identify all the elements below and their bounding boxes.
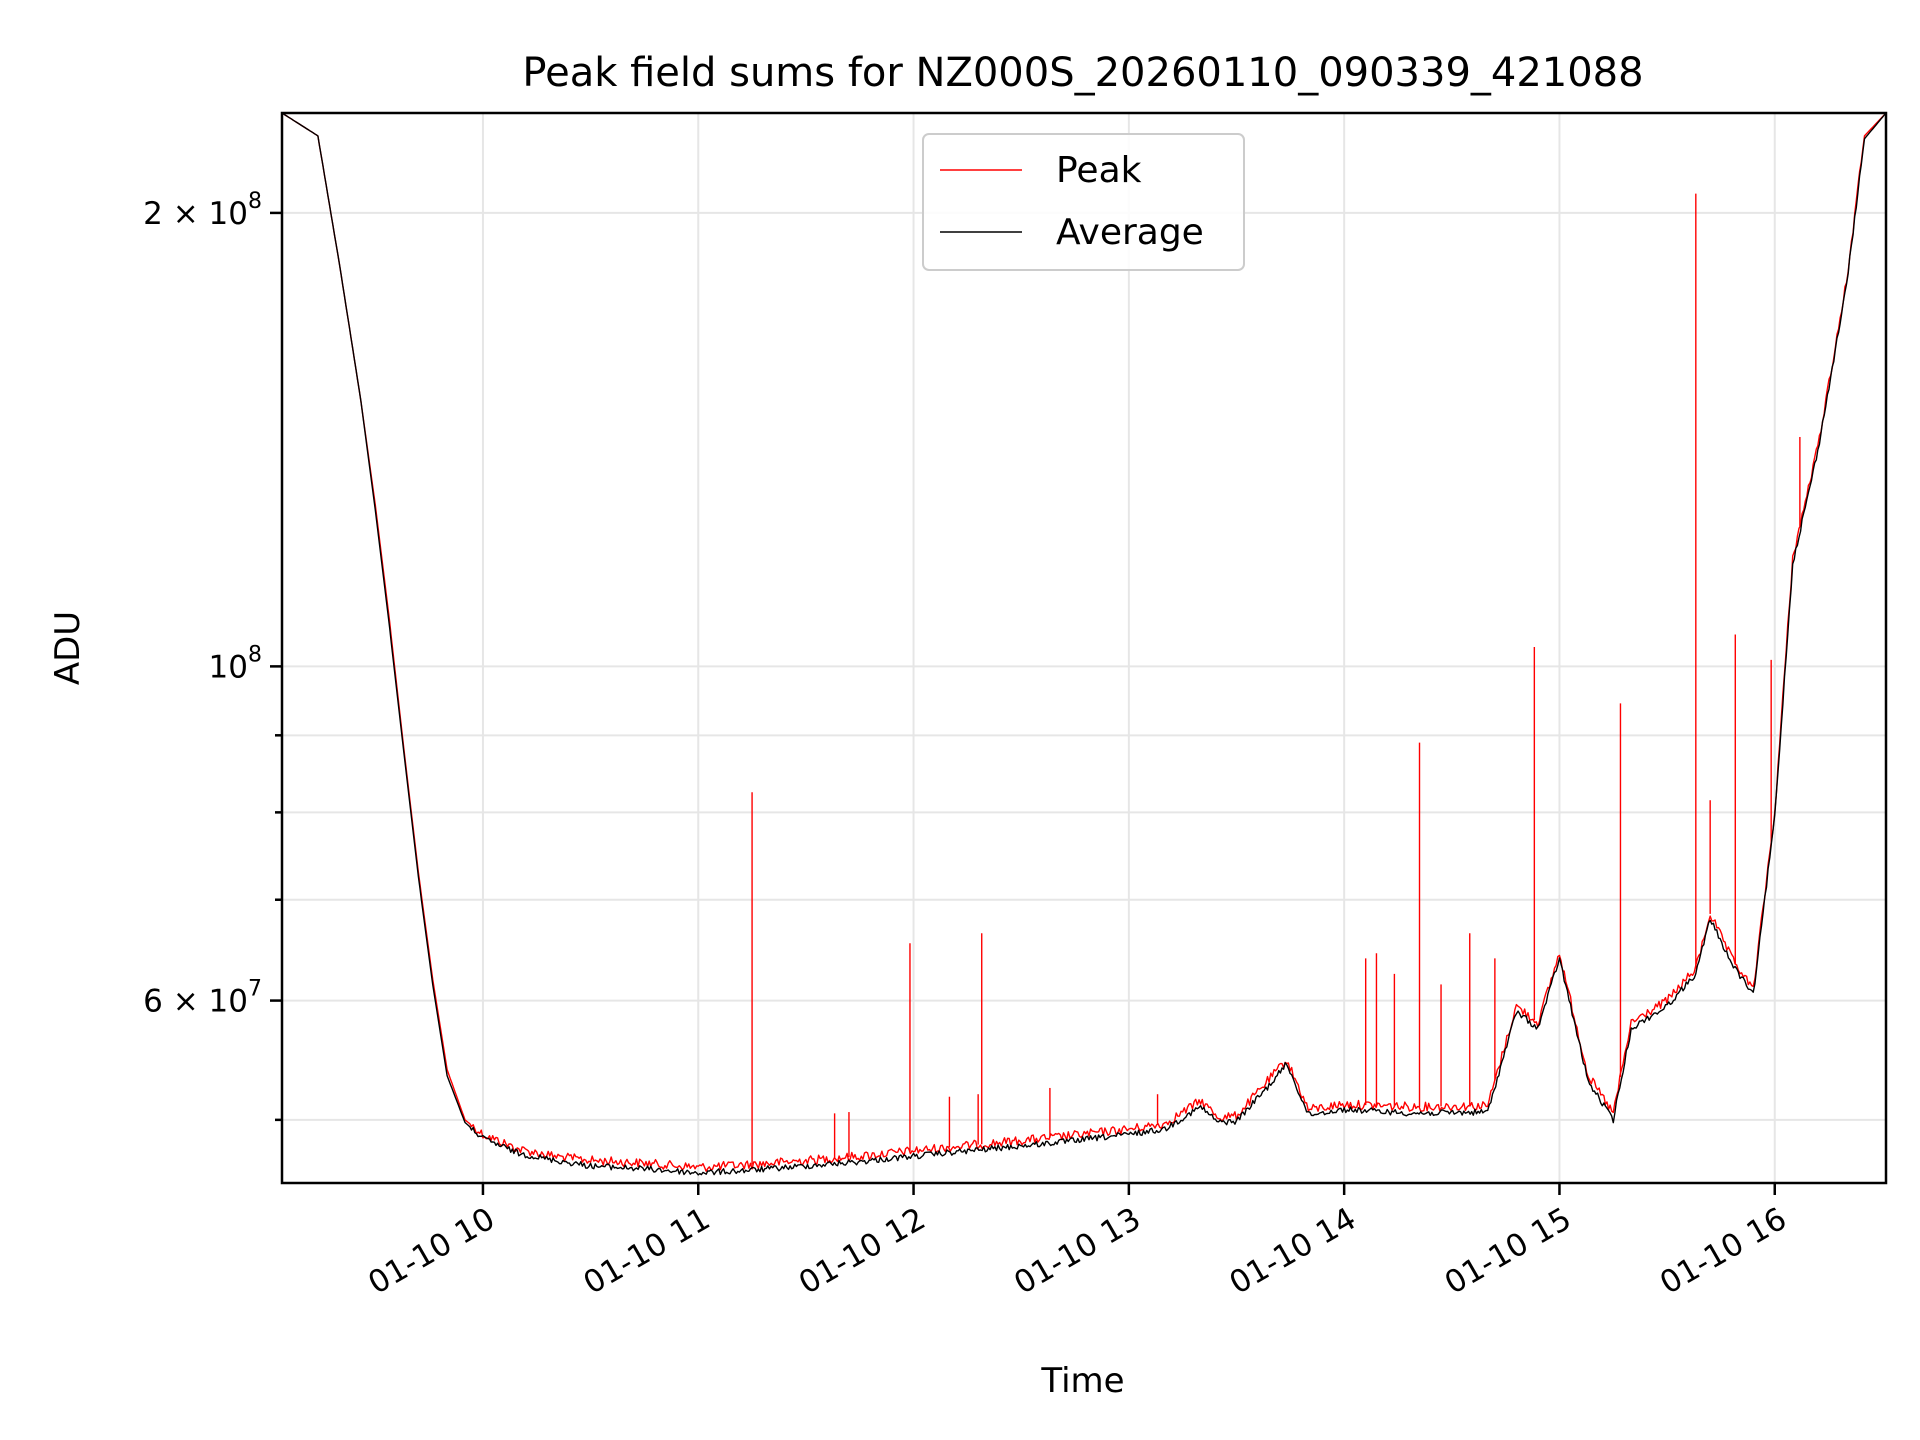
series-line-average xyxy=(281,112,1887,1176)
series-line-peak xyxy=(281,112,1887,1172)
series-average xyxy=(281,112,1887,1176)
legend-box xyxy=(922,133,1245,271)
y-tick-label: 6 × 107 xyxy=(143,977,262,1020)
chart-title: Peak field sums for NZ000S_20260110_0903… xyxy=(522,50,1643,96)
series-layer xyxy=(281,112,1887,1176)
legend-label-peak: Peak xyxy=(1056,150,1142,191)
series-peak xyxy=(281,112,1887,1172)
x-axis-label: Time xyxy=(1040,1361,1124,1401)
legend: Peak Average xyxy=(922,133,1245,271)
legend-label-average: Average xyxy=(1056,212,1204,253)
y-axis-label: ADU xyxy=(48,611,88,685)
plot-frame xyxy=(280,111,1888,1185)
y-tick-label: 108 xyxy=(209,642,262,685)
y-tick-label: 2 × 108 xyxy=(143,189,262,232)
